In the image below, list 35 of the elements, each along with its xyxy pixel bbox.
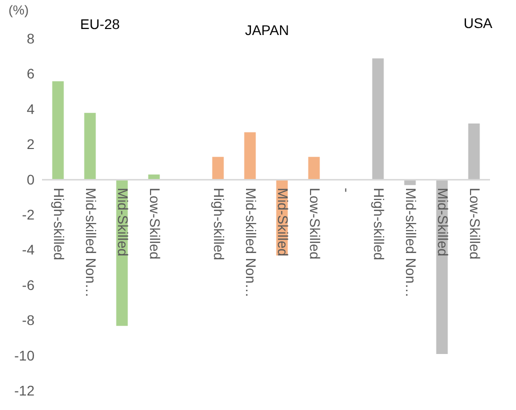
x-tick-label: Mid-Skilled <box>275 188 291 256</box>
text: EU-28 <box>80 16 120 32</box>
x-tick-label: High-skilled <box>211 188 227 260</box>
bar <box>244 132 256 180</box>
y-tick-label: 8 <box>26 30 35 46</box>
bar <box>52 81 64 180</box>
x-tick-label: Low-Skilled <box>307 188 323 260</box>
text: JAPAN <box>244 22 290 38</box>
y-tick-label: -12 <box>14 382 35 398</box>
x-tick-label: Low-Skilled <box>147 188 163 260</box>
x-tick-label: High-skilled <box>51 188 67 260</box>
bar <box>308 156 320 180</box>
y-tick-label: 2 <box>26 136 35 152</box>
y-tick-label: -4 <box>22 242 35 258</box>
text: USA <box>464 15 494 31</box>
bar <box>372 58 384 180</box>
bar <box>212 156 224 180</box>
x-tick-label: High-skilled <box>371 188 387 260</box>
x-tick-label: Mid-skilled Non… <box>403 188 419 298</box>
x-tick-label: - <box>339 188 355 193</box>
x-tick-label: Mid-skilled Non… <box>243 188 259 298</box>
x-tick-label: Mid-Skilled <box>435 188 451 256</box>
y-axis-title: (%) <box>8 2 29 18</box>
y-tick-label: -10 <box>14 347 35 364</box>
x-tick-label: Mid-skilled Non… <box>83 188 99 298</box>
bar <box>84 112 96 180</box>
y-tick-label: -6 <box>22 276 35 293</box>
y-tick-label: 4 <box>26 100 35 117</box>
x-tick-label: Mid-Skilled <box>115 188 131 256</box>
y-tick-label: 0 <box>26 171 35 188</box>
y-tick-label: -2 <box>22 206 35 222</box>
y-tick-label: -8 <box>22 312 35 328</box>
x-tick-label: Low-Skilled <box>467 188 483 260</box>
y-tick-label: 6 <box>26 66 35 82</box>
bar <box>468 123 480 180</box>
